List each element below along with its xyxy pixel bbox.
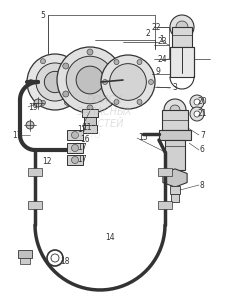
Circle shape <box>103 80 108 85</box>
Circle shape <box>72 131 79 139</box>
Circle shape <box>111 63 117 69</box>
Circle shape <box>87 105 93 111</box>
Polygon shape <box>163 169 187 187</box>
Bar <box>165 140 185 170</box>
Bar <box>67 155 83 165</box>
Text: 17: 17 <box>77 142 87 152</box>
Text: 23: 23 <box>158 38 168 46</box>
Text: 8: 8 <box>200 181 205 190</box>
Bar <box>82 109 98 117</box>
Text: МОТО: МОТО <box>75 130 101 140</box>
Bar <box>170 47 194 77</box>
Bar <box>158 201 172 209</box>
Circle shape <box>27 54 83 110</box>
Circle shape <box>40 59 45 64</box>
Text: 14: 14 <box>105 233 115 242</box>
Text: 21: 21 <box>198 110 207 118</box>
Bar <box>28 201 42 209</box>
Text: 19: 19 <box>28 103 38 112</box>
Bar <box>67 143 83 153</box>
Text: 6: 6 <box>200 146 205 154</box>
Circle shape <box>194 99 200 105</box>
Circle shape <box>44 71 66 93</box>
Text: 3: 3 <box>172 83 177 92</box>
Circle shape <box>64 59 69 64</box>
Circle shape <box>114 60 119 64</box>
Bar <box>171 194 179 202</box>
Text: 9: 9 <box>155 68 160 76</box>
Text: 12: 12 <box>42 158 52 166</box>
Circle shape <box>76 80 81 85</box>
Text: 17: 17 <box>77 155 87 164</box>
Bar <box>158 168 172 176</box>
Text: 16: 16 <box>80 136 90 145</box>
Bar <box>84 117 96 125</box>
Bar <box>83 125 97 133</box>
Circle shape <box>176 21 188 33</box>
Bar <box>18 250 32 258</box>
Circle shape <box>36 63 74 101</box>
Bar <box>67 130 83 140</box>
Circle shape <box>114 99 119 104</box>
Circle shape <box>170 15 194 39</box>
Text: 17: 17 <box>12 130 22 140</box>
Text: ПОИСК
ЗАПАСНЫХ
ЧАСТЕЙ: ПОИСК ЗАПАСНЫХ ЧАСТЕЙ <box>77 95 133 129</box>
Circle shape <box>87 49 93 55</box>
Bar <box>159 130 191 140</box>
Circle shape <box>111 91 117 97</box>
Circle shape <box>63 63 69 69</box>
Text: 2: 2 <box>145 28 150 38</box>
Bar <box>28 168 42 176</box>
Circle shape <box>190 95 204 109</box>
Circle shape <box>76 66 104 94</box>
Text: 22: 22 <box>152 22 161 32</box>
Text: 11: 11 <box>82 122 91 131</box>
Circle shape <box>137 99 142 104</box>
Text: 17: 17 <box>77 125 87 134</box>
Bar <box>170 186 180 194</box>
Text: 15: 15 <box>138 134 148 142</box>
Bar <box>172 27 192 47</box>
Text: 7: 7 <box>200 130 205 140</box>
Circle shape <box>29 80 34 85</box>
Circle shape <box>164 99 186 121</box>
Text: 5: 5 <box>40 11 45 20</box>
Circle shape <box>190 107 204 121</box>
Circle shape <box>101 55 155 109</box>
Circle shape <box>148 80 153 85</box>
Circle shape <box>57 47 123 113</box>
Circle shape <box>63 91 69 97</box>
Circle shape <box>66 56 114 104</box>
Bar <box>162 110 188 130</box>
Bar <box>20 258 30 264</box>
Text: 18: 18 <box>60 257 69 266</box>
Text: 1: 1 <box>159 35 164 44</box>
Circle shape <box>110 64 146 100</box>
Circle shape <box>194 111 200 117</box>
Circle shape <box>26 121 34 129</box>
Circle shape <box>170 105 180 115</box>
Circle shape <box>40 100 45 105</box>
Circle shape <box>34 99 42 107</box>
Circle shape <box>137 60 142 64</box>
Text: 20: 20 <box>198 98 208 106</box>
Circle shape <box>64 100 69 105</box>
Circle shape <box>72 145 79 152</box>
Circle shape <box>72 157 79 164</box>
Text: 24: 24 <box>158 56 168 64</box>
